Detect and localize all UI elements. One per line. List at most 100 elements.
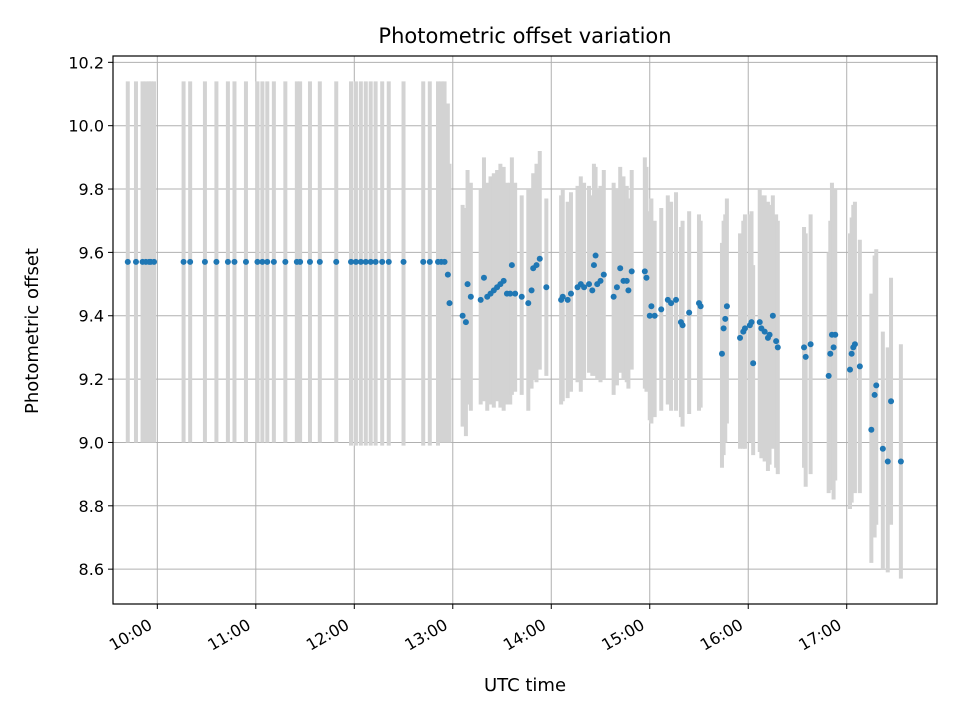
data-point (444, 271, 451, 278)
data-point (589, 287, 596, 294)
data-point (668, 300, 675, 307)
data-point (597, 277, 604, 284)
data-point (761, 328, 768, 335)
data-point (830, 344, 837, 351)
y-axis-label: Photometric offset (22, 248, 43, 414)
data-point (385, 258, 392, 265)
data-point (623, 277, 630, 284)
data-point (362, 258, 369, 265)
data-point (420, 258, 427, 265)
data-point (306, 258, 313, 265)
data-point (242, 258, 249, 265)
data-point (802, 353, 809, 360)
data-point (259, 258, 266, 265)
data-point (446, 300, 453, 307)
data-point (477, 296, 484, 303)
data-point (897, 458, 904, 465)
data-point (769, 312, 776, 319)
data-point (625, 287, 632, 294)
data-point (543, 284, 550, 291)
data-point (533, 262, 540, 269)
y-tick-label: 9.2 (79, 370, 104, 389)
data-point (581, 284, 588, 291)
data-point (282, 258, 289, 265)
data-point (825, 372, 832, 379)
data-point (851, 341, 858, 348)
data-point (508, 262, 515, 269)
data-point (848, 350, 855, 357)
data-point (658, 306, 665, 313)
data-point (564, 296, 571, 303)
data-point (348, 258, 355, 265)
data-point (832, 331, 839, 338)
data-point (590, 262, 597, 269)
data-point (697, 303, 704, 310)
chart-title: Photometric offset variation (378, 24, 671, 48)
data-point (847, 366, 854, 373)
data-point (600, 271, 607, 278)
data-point (756, 319, 763, 326)
data-point (648, 303, 655, 310)
y-tick-label: 9.4 (79, 307, 104, 326)
data-point (613, 284, 620, 291)
data-point (679, 322, 686, 329)
data-point (213, 258, 220, 265)
data-point (352, 258, 359, 265)
data-point (774, 344, 781, 351)
data-point (879, 445, 886, 452)
data-point (592, 252, 599, 259)
data-point (441, 258, 448, 265)
data-point (766, 331, 773, 338)
data-points (124, 252, 904, 465)
data-point (628, 268, 635, 275)
data-point (187, 258, 194, 265)
data-point (884, 458, 891, 465)
data-point (868, 426, 875, 433)
data-point (871, 391, 878, 398)
x-axis-label: UTC time (484, 675, 566, 696)
y-axis-ticks: 8.6 8.8 9.0 9.2 9.4 9.6 9.8 10.0 10.2 (68, 53, 113, 579)
data-point (507, 290, 514, 297)
data-point (464, 281, 471, 288)
data-point (748, 319, 755, 326)
data-point (673, 296, 680, 303)
data-point (651, 312, 658, 319)
data-point (737, 334, 744, 341)
data-point (741, 325, 748, 332)
y-tick-label: 10.2 (68, 53, 104, 72)
data-point (459, 312, 466, 319)
data-point (801, 344, 808, 351)
data-point (224, 258, 231, 265)
data-point (750, 360, 757, 367)
plot-frame (112, 55, 938, 605)
data-point (525, 300, 532, 307)
data-point (807, 341, 814, 348)
data-point (462, 319, 469, 326)
data-point (559, 293, 566, 300)
data-point (316, 258, 323, 265)
y-tick-label: 8.8 (79, 497, 104, 516)
data-point (686, 309, 693, 316)
data-point (827, 350, 834, 357)
data-point (124, 258, 131, 265)
y-tick-label: 9.6 (79, 243, 104, 262)
data-point (567, 290, 574, 297)
y-tick-label: 9.8 (79, 180, 104, 199)
data-point (643, 274, 650, 281)
data-point (357, 258, 364, 265)
data-point (151, 258, 158, 265)
data-point (264, 258, 271, 265)
data-point (270, 258, 277, 265)
data-point (180, 258, 187, 265)
data-point (500, 277, 507, 284)
data-point (528, 287, 535, 294)
data-point (400, 258, 407, 265)
data-point (773, 338, 780, 345)
data-point (379, 258, 386, 265)
data-point (132, 258, 139, 265)
data-point (231, 258, 238, 265)
data-point (586, 281, 593, 288)
data-point (367, 258, 374, 265)
data-point (480, 274, 487, 281)
